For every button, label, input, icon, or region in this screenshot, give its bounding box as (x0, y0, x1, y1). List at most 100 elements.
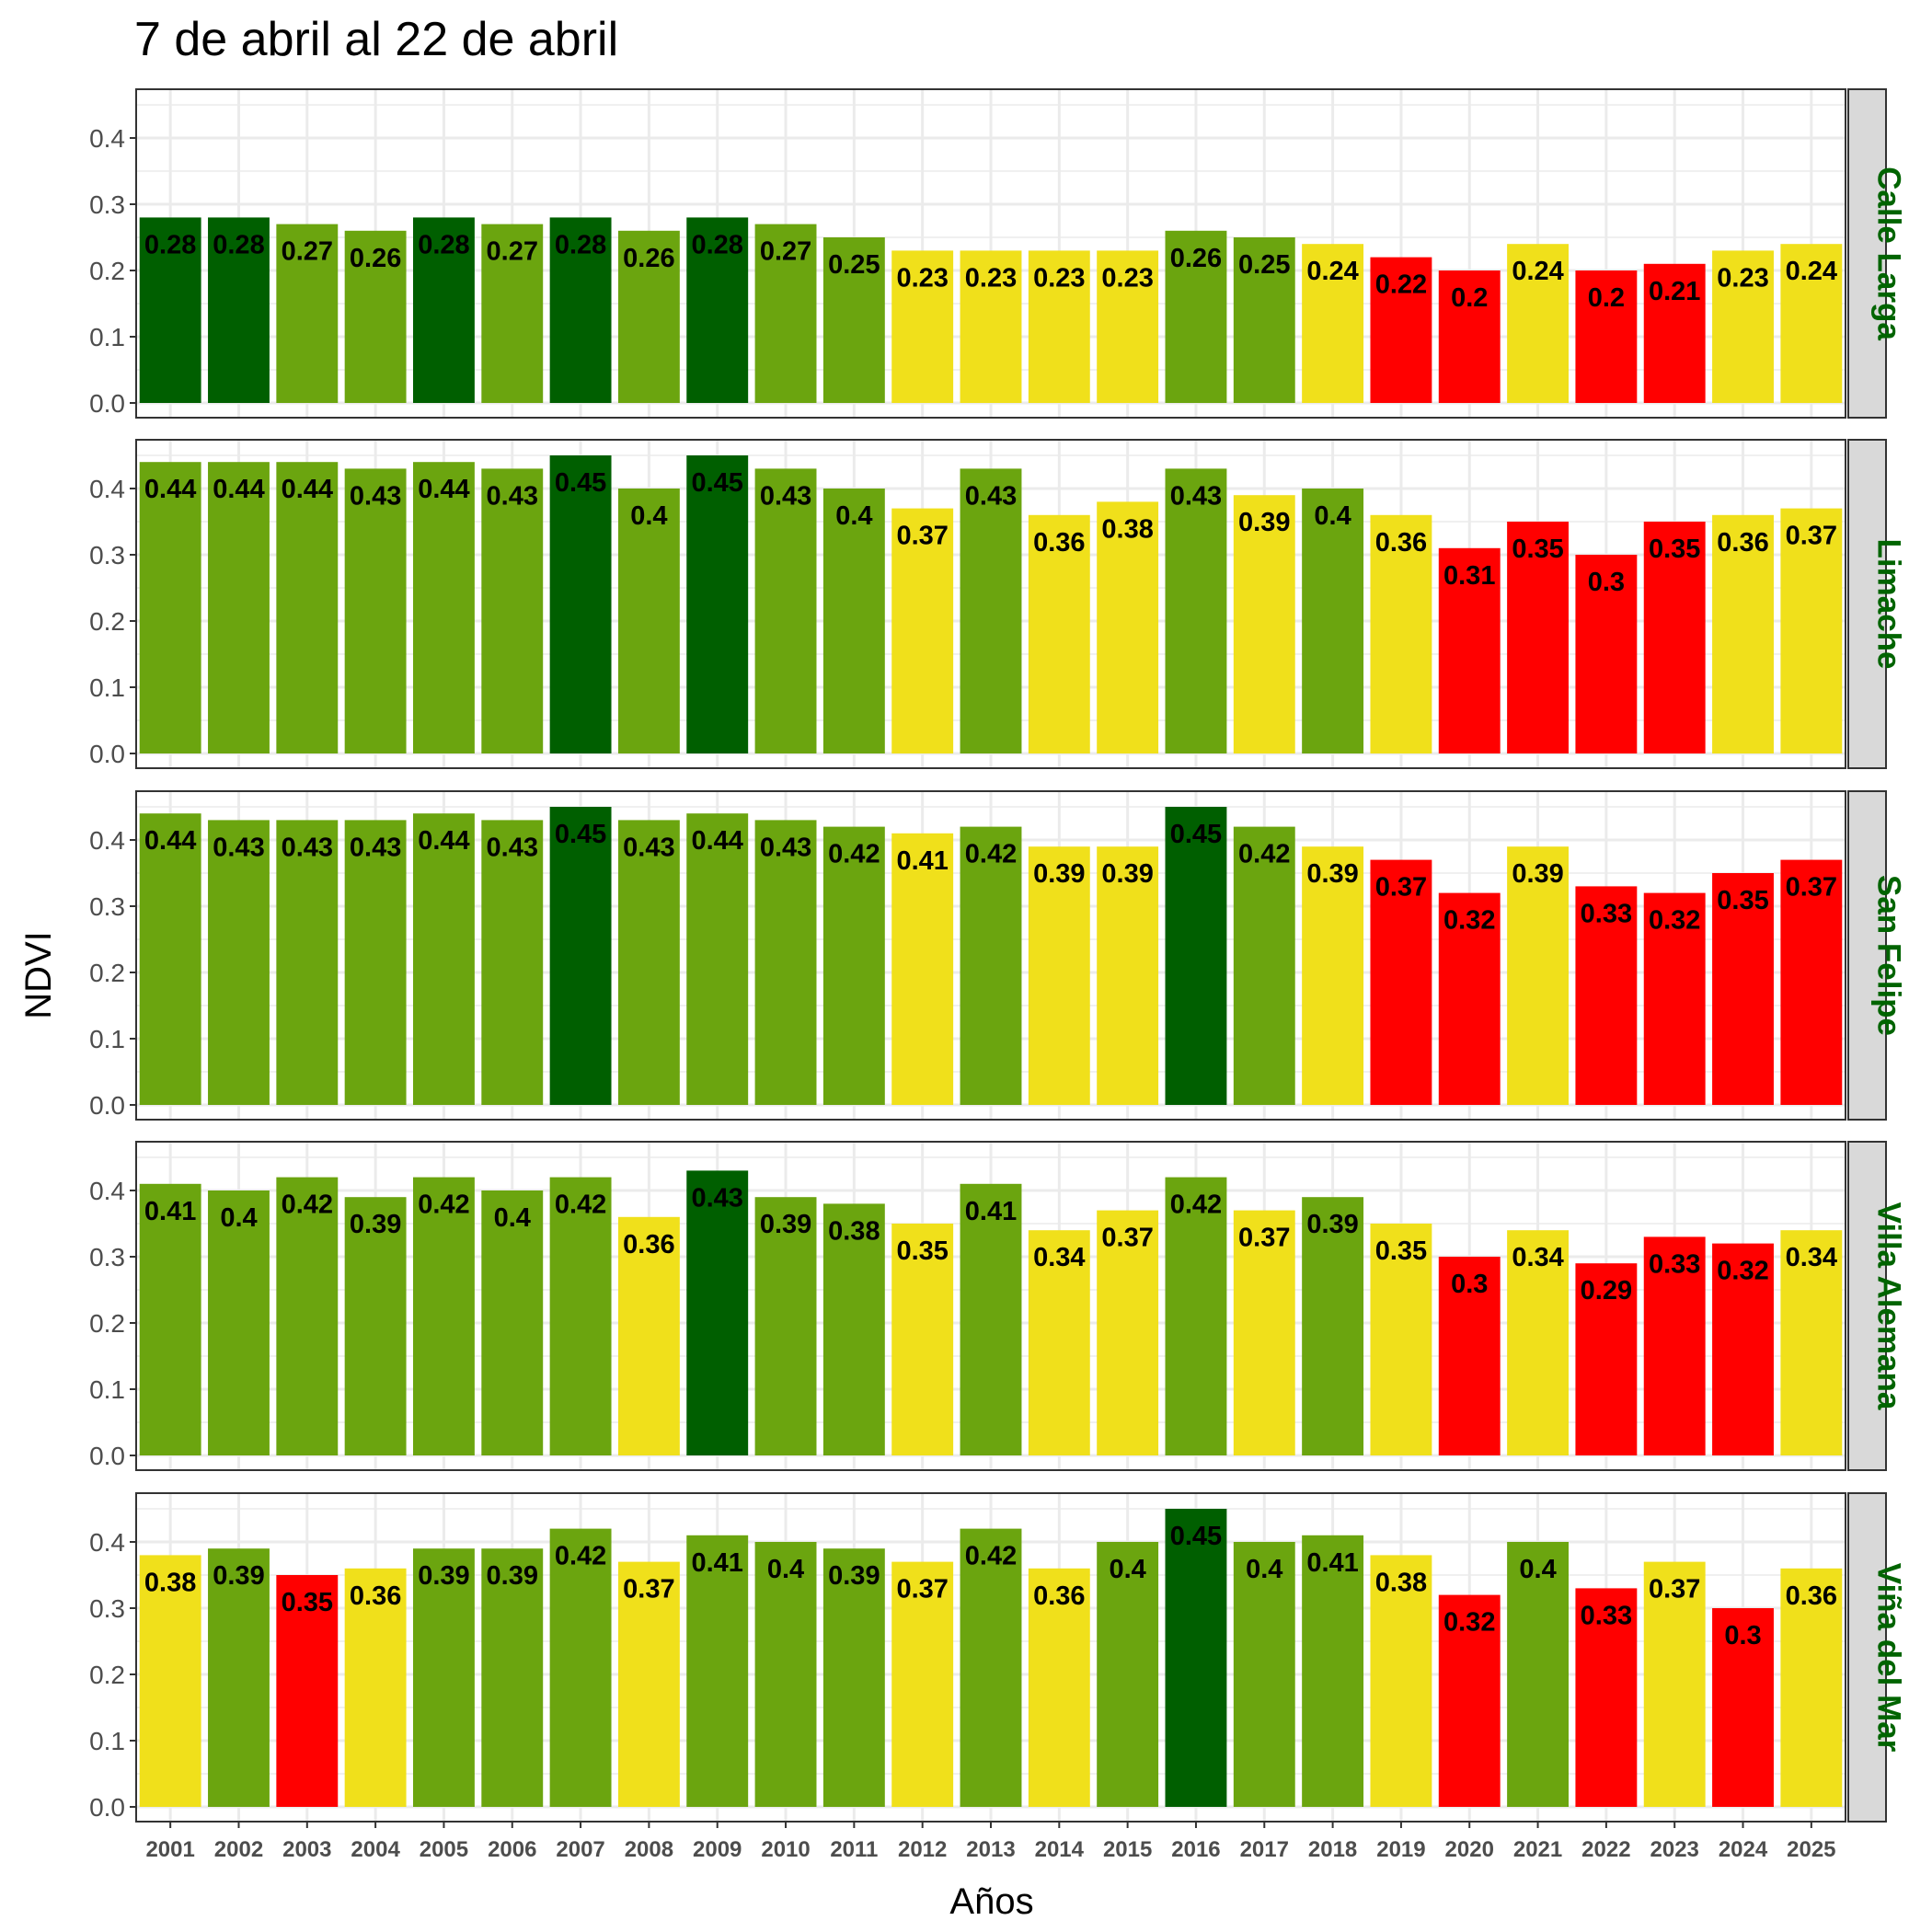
bar-limache-2017 (1233, 495, 1295, 753)
bar-villa-alemana-2022 (1575, 1263, 1638, 1455)
bar-value-label: 0.36 (1033, 528, 1085, 558)
bar-value-label: 0.4 (835, 501, 872, 531)
bar-vina-del-mar-2025 (1780, 1568, 1843, 1807)
bar-san-felipe-2001 (139, 813, 201, 1105)
bar-value-label: 0.23 (1717, 263, 1768, 293)
bar-calle-larga-2003 (276, 224, 339, 403)
bar-limache-2014 (1028, 514, 1090, 753)
x-tick-label: 2002 (214, 1837, 263, 1862)
y-tick-label: 0.1 (89, 1727, 125, 1755)
bar-value-label: 0.43 (282, 833, 333, 862)
bar-value-label: 0.42 (828, 840, 880, 869)
facet-strip (1847, 1141, 1887, 1471)
x-tick-label: 2021 (1513, 1837, 1562, 1862)
bar-vina-del-mar-2011 (822, 1548, 885, 1807)
bar-calle-larga-2023 (1643, 263, 1706, 403)
x-tick-label: 2003 (282, 1837, 331, 1862)
bar-vina-del-mar-2016 (1165, 1509, 1227, 1807)
bar-value-label: 0.26 (350, 244, 401, 273)
bar-value-label: 0.4 (1314, 501, 1351, 531)
bar-vina-del-mar-2017 (1233, 1542, 1295, 1807)
bar-calle-larga-2021 (1507, 244, 1570, 403)
x-tick-label: 2010 (761, 1837, 810, 1862)
panel-villa-alemana: 0.0 0.1 0.2 0.3 0.4 0.41 0.4 0.42 0.39 0.42 0.4 0.4… (89, 1141, 1907, 1471)
bar-value-label: 0.39 (1306, 1210, 1358, 1239)
bar-san-felipe-2013 (960, 826, 1022, 1105)
x-tick-label: 2012 (898, 1837, 947, 1862)
bar-value-label: 0.42 (418, 1190, 469, 1220)
bar-value-label: 0.41 (144, 1197, 196, 1226)
bar-calle-larga-2001 (139, 217, 201, 403)
panel-calle-larga: 0.0 0.1 0.2 0.3 0.4 0.28 0.28 0.27 0.26 0.28 0.27 0… (89, 88, 1907, 419)
bar-value-label: 0.28 (213, 230, 264, 259)
bar-value-label: 0.43 (760, 833, 811, 862)
bar-value-label: 0.42 (282, 1190, 333, 1220)
bar-value-label: 0.43 (691, 1183, 742, 1213)
bar-villa-alemana-2005 (412, 1177, 475, 1455)
bar-calle-larga-2019 (1370, 257, 1432, 403)
bar-vina-del-mar-2003 (276, 1575, 339, 1807)
bar-vina-del-mar-2023 (1643, 1561, 1706, 1807)
bar-calle-larga-2018 (1302, 244, 1364, 403)
x-tick-label: 2023 (1650, 1837, 1699, 1862)
bar-limache-2011 (822, 489, 885, 753)
bar-value-label: 0.37 (1101, 1224, 1153, 1253)
y-axis-title: NDVI (18, 931, 59, 1019)
bar-value-label: 0.43 (487, 481, 538, 511)
bar-calle-larga-2005 (412, 217, 475, 403)
bar-calle-larga-2012 (891, 250, 954, 403)
y-tick-label: 0.3 (89, 541, 125, 569)
bar-value-label: 0.24 (1512, 257, 1563, 286)
bar-limache-2001 (139, 462, 201, 753)
bar-value-label: 0.22 (1375, 270, 1427, 300)
chart-title: 7 de abril al 22 de abril (134, 13, 618, 66)
bar-calle-larga-2014 (1028, 250, 1090, 403)
bar-limache-2022 (1575, 555, 1638, 753)
bar-value-label: 0.38 (828, 1216, 880, 1246)
y-tick-label: 0.0 (89, 1793, 125, 1822)
bar-limache-2024 (1712, 514, 1774, 753)
bar-value-label: 0.21 (1649, 277, 1700, 306)
bar-value-label: 0.35 (282, 1588, 333, 1617)
bar-value-label: 0.37 (1786, 522, 1837, 551)
bar-villa-alemana-2003 (276, 1177, 339, 1455)
bar-vina-del-mar-2007 (549, 1528, 612, 1807)
bar-villa-alemana-2010 (754, 1197, 817, 1455)
bar-value-label: 0.39 (1512, 859, 1563, 889)
bar-value-label: 0.45 (1170, 1522, 1222, 1551)
panel-border (135, 1141, 1846, 1471)
bar-calle-larga-2013 (960, 250, 1022, 403)
bar-villa-alemana-2015 (1097, 1210, 1159, 1455)
bar-value-label: 0.23 (1033, 263, 1085, 293)
bar-value-label: 0.42 (965, 840, 1017, 869)
bar-san-felipe-2011 (822, 826, 885, 1105)
bar-value-label: 0.32 (1443, 906, 1495, 936)
bar-limache-2010 (754, 468, 817, 753)
bar-vina-del-mar-2015 (1097, 1542, 1159, 1807)
bar-san-felipe-2008 (617, 820, 680, 1105)
x-tick-label: 2020 (1445, 1837, 1494, 1862)
bar-limache-2018 (1302, 489, 1364, 753)
bar-value-label: 0.42 (555, 1542, 606, 1571)
bar-limache-2012 (891, 508, 954, 753)
bar-value-label: 0.4 (630, 501, 667, 531)
panel-vina-del-mar: 0.0 0.1 0.2 0.3 0.4 0.38 0.39 0.35 0.36 0.39 0.39 0… (89, 1492, 1907, 1823)
bar-villa-alemana-2014 (1028, 1230, 1090, 1455)
y-tick-label: 0.0 (89, 740, 125, 768)
bar-value-label: 0.26 (623, 244, 674, 273)
x-tick-label: 2018 (1308, 1837, 1357, 1862)
bar-value-label: 0.4 (1246, 1555, 1282, 1584)
bar-limache-2002 (208, 462, 270, 753)
bar-value-label: 0.41 (965, 1197, 1017, 1226)
bar-value-label: 0.37 (896, 522, 948, 551)
bar-vina-del-mar-2014 (1028, 1568, 1090, 1807)
bar-villa-alemana-2013 (960, 1183, 1022, 1455)
bar-value-label: 0.44 (418, 826, 469, 856)
bar-limache-2023 (1643, 522, 1706, 753)
bar-value-label: 0.34 (1512, 1243, 1563, 1272)
bar-villa-alemana-2012 (891, 1224, 954, 1455)
bar-value-label: 0.2 (1588, 283, 1625, 313)
bar-villa-alemana-2018 (1302, 1197, 1364, 1455)
bar-value-label: 0.39 (828, 1561, 880, 1591)
facet-strip (1847, 88, 1887, 419)
